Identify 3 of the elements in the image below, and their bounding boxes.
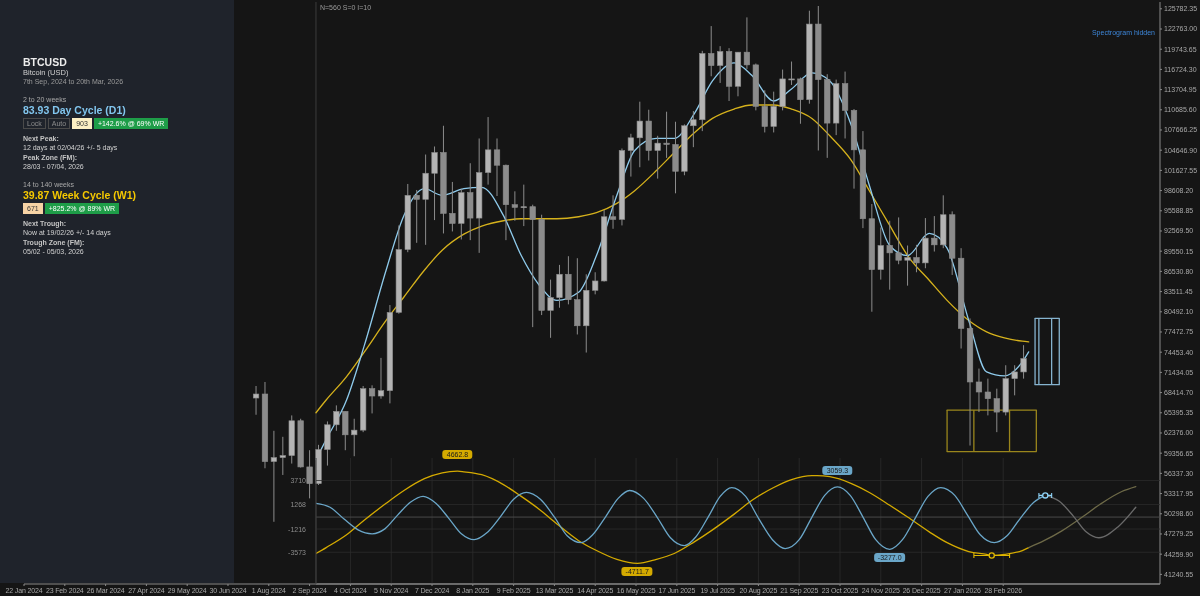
annotation: 83.93 Day Cycle (D1) <box>23 104 126 116</box>
annotation: 39.87 Week Cycle (W1) <box>23 189 137 201</box>
text: BTCUSD <box>23 56 68 68</box>
